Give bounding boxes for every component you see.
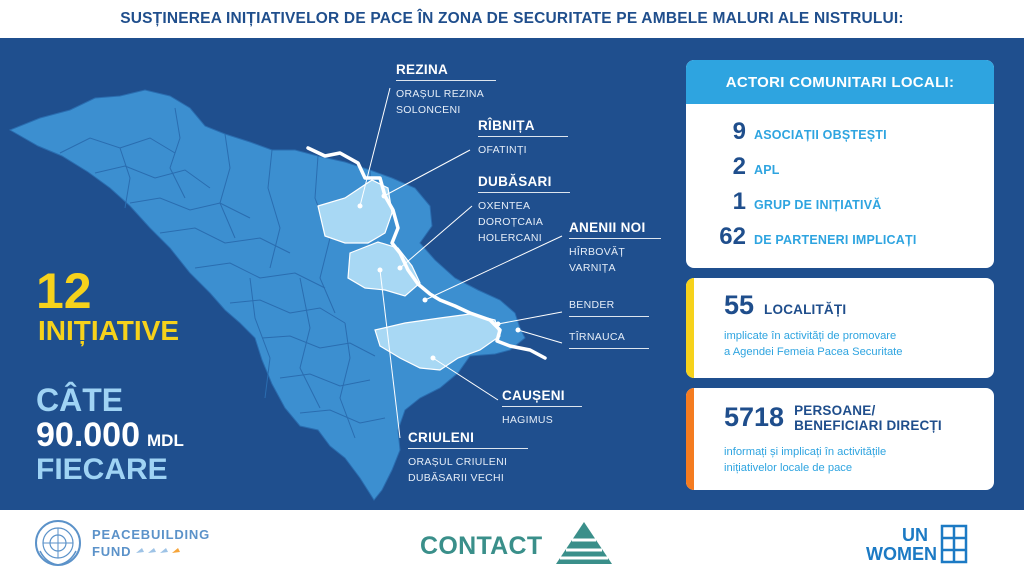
stat-label: APL bbox=[754, 163, 780, 177]
district-tirnauca: TÎRNAUCA bbox=[569, 331, 649, 349]
district-rezina: REZINA ORAȘUL REZINA SOLONCENI bbox=[396, 62, 496, 118]
district-name: REZINA bbox=[396, 62, 449, 77]
stat-label: DE PARTENERI IMPLICAȚI bbox=[754, 233, 917, 247]
locality: HÎRBOVĂȚ bbox=[569, 246, 626, 258]
pyramid-icon bbox=[556, 522, 612, 564]
desc-line: implicate în activități de promovare bbox=[724, 330, 897, 342]
locality: ORAȘUL REZINA bbox=[396, 88, 485, 100]
district-ribnita: RÎBNIȚA OFATINȚI bbox=[478, 118, 568, 158]
locality: SOLONCENI bbox=[396, 104, 461, 116]
highlight-causeni-anenii bbox=[374, 313, 501, 371]
stat-label: GRUP DE INIȚIATIVĂ bbox=[754, 198, 882, 212]
stat-number: 2 bbox=[732, 153, 746, 180]
localities-headline: 55 LOCALITĂȚI bbox=[724, 290, 846, 321]
stat-row: 2 APL bbox=[700, 153, 780, 181]
district-name: DUBĂSARI bbox=[478, 174, 552, 189]
amount-value: 90.000 bbox=[36, 416, 140, 454]
locality: HAGIMUS bbox=[502, 414, 554, 426]
stat-row: 9 ASOCIAȚII OBȘTEȘTI bbox=[700, 118, 887, 146]
leader-lines bbox=[359, 87, 563, 439]
locality: OFATINȚI bbox=[478, 144, 527, 156]
localities-label: LOCALITĂȚI bbox=[764, 302, 847, 317]
localities-number: 55 bbox=[724, 290, 755, 320]
persons-headline: 5718 PERSOANE/ BENEFICIARI DIRECȚI bbox=[724, 402, 942, 433]
desc-line: inițiativelor locale de pace bbox=[724, 462, 853, 474]
unwomen-women: WOMEN bbox=[866, 544, 937, 564]
divider bbox=[478, 136, 568, 137]
locality: DUBĂSARII VECHI bbox=[408, 472, 505, 484]
district-name: CRIULENI bbox=[408, 430, 475, 445]
footer: PEACEBUILDING FUND CONTACT UN WOMEN bbox=[0, 510, 1024, 576]
initiatives-count: 12 bbox=[36, 263, 92, 319]
persons-card: 5718 PERSOANE/ BENEFICIARI DIRECȚI infor… bbox=[686, 388, 994, 490]
divider bbox=[478, 192, 570, 193]
moldova-territory bbox=[8, 89, 526, 501]
doves-icon bbox=[136, 548, 180, 553]
actors-card: ACTORI COMUNITARI LOCALI: 9 ASOCIAȚII OB… bbox=[686, 60, 994, 268]
divider bbox=[408, 448, 528, 449]
locality: ORAȘUL CRIULENI bbox=[408, 456, 508, 468]
locality: VARNIȚA bbox=[569, 262, 616, 274]
district-name: RÎBNIȚA bbox=[478, 118, 535, 133]
actors-card-title: ACTORI COMUNITARI LOCALI: bbox=[686, 60, 994, 104]
unwomen-un: UN bbox=[902, 525, 928, 545]
nistru-river bbox=[306, 146, 547, 360]
contact-logo-text: CONTACT bbox=[420, 532, 543, 560]
label-line: BENEFICIARI DIRECȚI bbox=[794, 417, 942, 433]
unwomen-symbol-icon bbox=[940, 524, 968, 564]
accent-bar bbox=[686, 388, 694, 490]
fiecare-label: FIECARE bbox=[36, 453, 168, 486]
stat-number: 9 bbox=[732, 118, 746, 145]
amount-row: 90.000 MDL bbox=[36, 417, 184, 453]
stat-label: ASOCIAȚII OBȘTEȘTI bbox=[754, 128, 887, 142]
accent-bar bbox=[686, 278, 694, 378]
pbf-name: PEACEBUILDING bbox=[92, 527, 211, 542]
district-criuleni: CRIULENI ORAȘUL CRIULENI DUBĂSARII VECHI bbox=[408, 430, 528, 486]
desc-line: informați și implicați în activitățile bbox=[724, 446, 887, 458]
initiatives-label: INIȚIATIVE bbox=[38, 315, 180, 346]
divider bbox=[569, 348, 649, 349]
label-line: PERSOANE/ bbox=[794, 402, 876, 418]
persons-label: PERSOANE/ BENEFICIARI DIRECȚI bbox=[794, 403, 942, 433]
header-bar: SUSȚINEREA INIȚIATIVELOR DE PACE ÎN ZONA… bbox=[0, 0, 1024, 38]
highlight-rezina-ribnita bbox=[317, 179, 393, 244]
persons-number: 5718 bbox=[724, 402, 785, 432]
currency-label: MDL bbox=[147, 431, 184, 450]
district-label: BENDER bbox=[569, 299, 615, 311]
stat-number: 1 bbox=[732, 188, 746, 215]
district-anenii-noi: ANENII NOI HÎRBOVĂȚ VARNIȚA bbox=[569, 220, 661, 276]
divider bbox=[396, 80, 496, 81]
divider bbox=[569, 238, 661, 239]
persons-desc: informați și implicați în activitățile i… bbox=[724, 444, 886, 476]
cate-label: CÂTE bbox=[36, 382, 124, 418]
main-panel: REZINA ORAȘUL REZINA SOLONCENI RÎBNIȚA O… bbox=[0, 38, 1024, 510]
desc-line: a Agendei Femeia Pacea Securitate bbox=[724, 346, 903, 358]
page-title: SUSȚINEREA INIȚIATIVELOR DE PACE ÎN ZONA… bbox=[120, 10, 904, 27]
district-name: ANENII NOI bbox=[569, 220, 646, 235]
un-emblem-icon bbox=[35, 520, 81, 566]
district-name: CAUȘENI bbox=[502, 388, 565, 403]
stat-row: 62 DE PARTENERI IMPLICAȚI bbox=[700, 223, 917, 251]
stat-row: 1 GRUP DE INIȚIATIVĂ bbox=[700, 188, 882, 216]
divider bbox=[569, 316, 649, 317]
stat-number: 62 bbox=[719, 223, 746, 250]
locality: OXENTEA bbox=[478, 200, 531, 212]
localities-desc: implicate în activități de promovare a A… bbox=[724, 328, 903, 360]
divider bbox=[502, 406, 582, 407]
district-borders bbox=[59, 107, 386, 439]
district-causeni: CAUȘENI HAGIMUS bbox=[502, 388, 582, 428]
localities-card: 55 LOCALITĂȚI implicate în activități de… bbox=[686, 278, 994, 378]
district-dubasari: DUBĂSARI OXENTEA DOROȚCAIA HOLERCANI bbox=[478, 174, 570, 246]
district-bender: BENDER bbox=[569, 299, 649, 317]
moldova-map bbox=[8, 87, 563, 501]
locality: HOLERCANI bbox=[478, 232, 542, 244]
locality: DOROȚCAIA bbox=[478, 216, 544, 228]
district-label: TÎRNAUCA bbox=[569, 331, 626, 343]
pbf-fund: FUND bbox=[92, 544, 132, 559]
